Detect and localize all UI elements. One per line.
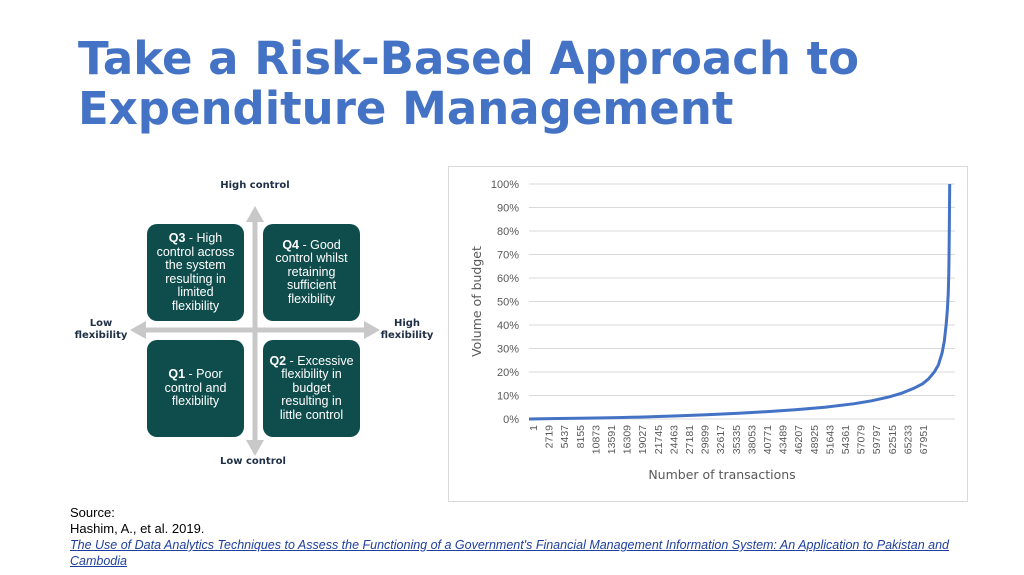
x-tick-label: 35335 — [731, 425, 743, 454]
x-tick-label: 8155 — [575, 425, 587, 449]
x-tick-label: 54361 — [840, 425, 852, 454]
arrow-up-icon — [246, 206, 264, 222]
x-tick-label: 62515 — [887, 425, 899, 454]
axis-label-low-flexibility-line2: flexibility — [74, 330, 128, 341]
x-tick-label: 57079 — [856, 425, 868, 454]
x-tick-label: 21745 — [653, 425, 665, 454]
quadrant-q3: Q3 - High control across the system resu… — [147, 224, 244, 321]
x-tick-label: 65233 — [902, 425, 914, 454]
axis-label-low-flexibility: Low flexibility — [70, 318, 132, 342]
y-tick-label: 70% — [497, 250, 519, 262]
q4-tag: Q4 — [282, 237, 299, 252]
axis-label-high-flexibility: High flexibility — [376, 318, 438, 342]
x-tick-label: 16309 — [622, 425, 634, 454]
y-tick-label: 90% — [497, 203, 519, 215]
x-tick-label: 48925 — [809, 425, 821, 454]
source-block: Source: Hashim, A., et al. 2019. The Use… — [70, 505, 980, 569]
x-tick-label: 29899 — [700, 425, 712, 454]
x-tick-label: 27181 — [684, 425, 696, 454]
y-tick-label: 40% — [497, 320, 519, 332]
q1-tag: Q1 — [168, 367, 186, 382]
quadrant-axes — [130, 206, 380, 456]
x-tick-label: 38053 — [746, 425, 758, 454]
x-tick-label: 2719 — [544, 425, 556, 449]
axis-label-low-control: Low control — [220, 456, 286, 467]
arrow-left-icon — [130, 321, 146, 339]
series-line — [528, 183, 952, 421]
y-tick-label: 60% — [497, 273, 519, 285]
q2-text: - Excessive flexibility in budget result… — [279, 353, 354, 422]
quadrant-diagram: High control Low control Low flexibility… — [70, 172, 440, 472]
x-axis-label: Number of transactions — [648, 467, 795, 482]
x-tick-label: 32617 — [715, 425, 727, 454]
source-link[interactable]: The Use of Data Analytics Techniques to … — [70, 538, 950, 568]
arrow-right-icon — [364, 321, 380, 339]
x-tick-label: 40771 — [762, 425, 774, 454]
y-tick-label: 80% — [497, 226, 519, 238]
x-tick-label: 5437 — [559, 425, 571, 449]
budget-chart: 0% 10% 20% 30% 40% 50% 60% 70% 80% 90% 100% 1 2719 54… — [448, 166, 968, 502]
x-tick-label: 1 — [528, 425, 540, 431]
quadrant-q2: Q2 - Excessive flexibility in budget res… — [263, 340, 360, 437]
x-tick-label: 24463 — [668, 425, 680, 454]
x-tick-label: 59797 — [871, 425, 883, 454]
quadrant-q1: Q1 - Poor control and flexibility — [147, 340, 244, 437]
x-tick-label: 13591 — [606, 425, 618, 454]
x-tick-label: 51643 — [824, 425, 836, 454]
source-label: Source: — [70, 505, 115, 520]
x-tick-label: 43489 — [778, 425, 790, 454]
y-tick-label: 10% — [497, 391, 519, 403]
slide-title-line1: Take a Risk-Based Approach to — [78, 32, 860, 85]
q1-text: - Poor control and flexibility — [164, 367, 227, 409]
q3-text: - High control across the system resulti… — [156, 231, 235, 313]
y-tick-label: 30% — [497, 344, 519, 356]
axis-label-high-flexibility-line1: High — [393, 318, 421, 329]
q2-tag: Q2 — [269, 353, 287, 368]
slide-title: Take a Risk-Based Approach to Expenditur… — [78, 34, 978, 134]
axis-label-low-flexibility-line1: Low — [89, 318, 113, 329]
y-tick-label: 50% — [497, 297, 519, 309]
axis-label-high-control: High control — [220, 180, 290, 191]
x-tick-label: 67951 — [918, 425, 930, 454]
quadrant-q4: Q4 - Good control whilst retaining suffi… — [263, 224, 360, 321]
chart-svg: 0%10%20%30%40%50%60%70%80%90%100%1 2719 54… — [469, 179, 955, 482]
x-tick-label: 46207 — [793, 425, 805, 454]
x-tick-label: 19027 — [637, 425, 649, 454]
q4-text: - Good control whilst retaining sufficie… — [275, 237, 348, 306]
y-tick-label: 20% — [497, 367, 519, 379]
y-tick-label: 0% — [503, 414, 519, 426]
y-axis-label: Volume of budget — [469, 246, 484, 357]
q3-tag: Q3 — [168, 231, 186, 245]
source-citation: Hashim, A., et al. 2019. — [70, 521, 205, 536]
slide-title-line2: Expenditure Management — [78, 82, 734, 135]
axis-label-high-flexibility-line2: flexibility — [380, 330, 434, 341]
x-tick-label: 10873 — [590, 425, 602, 454]
y-tick-label: 100% — [491, 179, 519, 191]
arrow-down-icon — [246, 440, 264, 456]
